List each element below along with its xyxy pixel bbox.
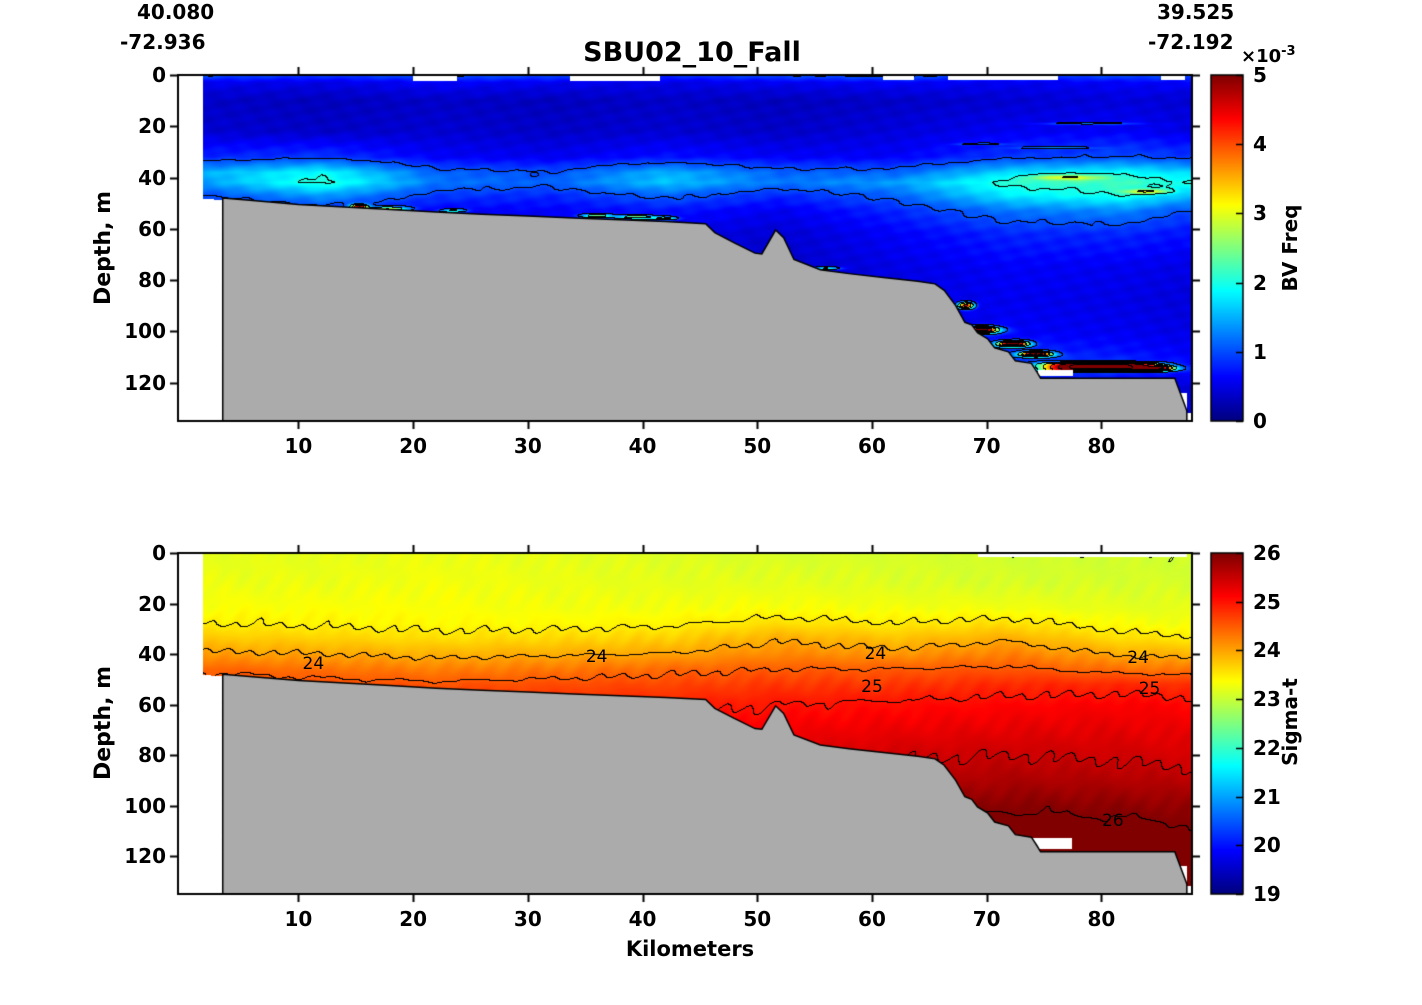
x-tick-label: 10 (284, 907, 313, 931)
colorbar-tick-label: 1 (1253, 339, 1267, 364)
x-tick-label: 50 (743, 907, 772, 931)
x-tick-label: 70 (972, 907, 1001, 931)
x-axis-label: Kilometers (625, 937, 755, 961)
colorbar-scale-multiplier: ×10-3 (1241, 44, 1296, 67)
colorbar-tick-label: 19 (1253, 882, 1281, 906)
y-tick-label: 40 (138, 642, 166, 667)
colorbar-tick-label: 4 (1253, 132, 1267, 157)
x-tick-label: 60 (858, 434, 886, 458)
colorbar-tick-label: 0 (1253, 409, 1267, 433)
transect-end-longitude: -72.192 (1148, 30, 1234, 54)
colorbar-tick-label: 20 (1253, 833, 1281, 858)
contour-label: 24 (864, 644, 887, 665)
colorbar-tick-label: 21 (1253, 784, 1281, 809)
y-tick-label: 80 (138, 743, 166, 768)
x-tick-label: 10 (284, 434, 313, 458)
y-tick-label: 40 (138, 165, 166, 190)
colorbar-tick-label: 3 (1253, 201, 1267, 226)
y-tick-label: 60 (138, 216, 166, 241)
colorbar-tick-label: 25 (1253, 589, 1281, 614)
y-tick-label: 60 (138, 692, 166, 717)
x-tick-label: 20 (399, 434, 428, 458)
y-tick-label: 120 (124, 370, 166, 395)
colorbar-label-sigma-t: Sigma-t (1278, 678, 1302, 766)
x-tick-label: 30 (513, 434, 542, 458)
transect-start-longitude: -72.936 (120, 30, 206, 54)
contour-label: 24 (1127, 647, 1149, 668)
contour-label: 25 (1138, 679, 1161, 700)
contour-label: 26 (1102, 810, 1124, 831)
x-tick-label: 40 (628, 907, 657, 931)
x-tick-label: 60 (858, 907, 886, 931)
colorbar-tick-label: 23 (1253, 687, 1281, 712)
colorbar-tick-label: 5 (1253, 63, 1267, 87)
transect-end-latitude: 39.525 (1157, 0, 1235, 24)
x-tick-label: 80 (1087, 434, 1116, 458)
x-tick-label: 50 (743, 434, 772, 458)
y-tick-label: 20 (138, 591, 166, 616)
y-tick-label: 100 (124, 793, 166, 818)
x-tick-label: 40 (628, 434, 657, 458)
contour-label: 25 (861, 676, 883, 697)
x-tick-label: 80 (1087, 907, 1116, 931)
y-tick-label: 20 (138, 114, 166, 139)
colorbar-tick-label: 24 (1253, 638, 1281, 663)
colorbar-scale-exponent: -3 (1281, 44, 1296, 59)
x-tick-label: 30 (513, 907, 542, 931)
y-tick-label: 100 (124, 319, 166, 344)
y-tick-label: 0 (152, 63, 166, 87)
x-tick-label: 70 (972, 434, 1001, 458)
colorbar-tick-label: 2 (1253, 270, 1267, 295)
colorbar-label-bv-freq: BV Freq (1278, 204, 1302, 292)
contour-label: 24 (585, 646, 608, 667)
figure-title: SBU02_10_Fall (583, 37, 801, 68)
y-tick-label: 120 (124, 844, 166, 869)
colorbar-scale-base: ×10 (1241, 46, 1282, 67)
y-tick-label: 80 (138, 268, 166, 293)
contour-label: 24 (302, 654, 325, 675)
colorbar-tick-label: 26 (1253, 541, 1281, 565)
colorbar-tick-label: 22 (1253, 735, 1281, 760)
y-tick-label: 0 (152, 541, 166, 565)
x-tick-label: 20 (399, 907, 428, 931)
transect-start-latitude: 40.080 (137, 0, 215, 24)
